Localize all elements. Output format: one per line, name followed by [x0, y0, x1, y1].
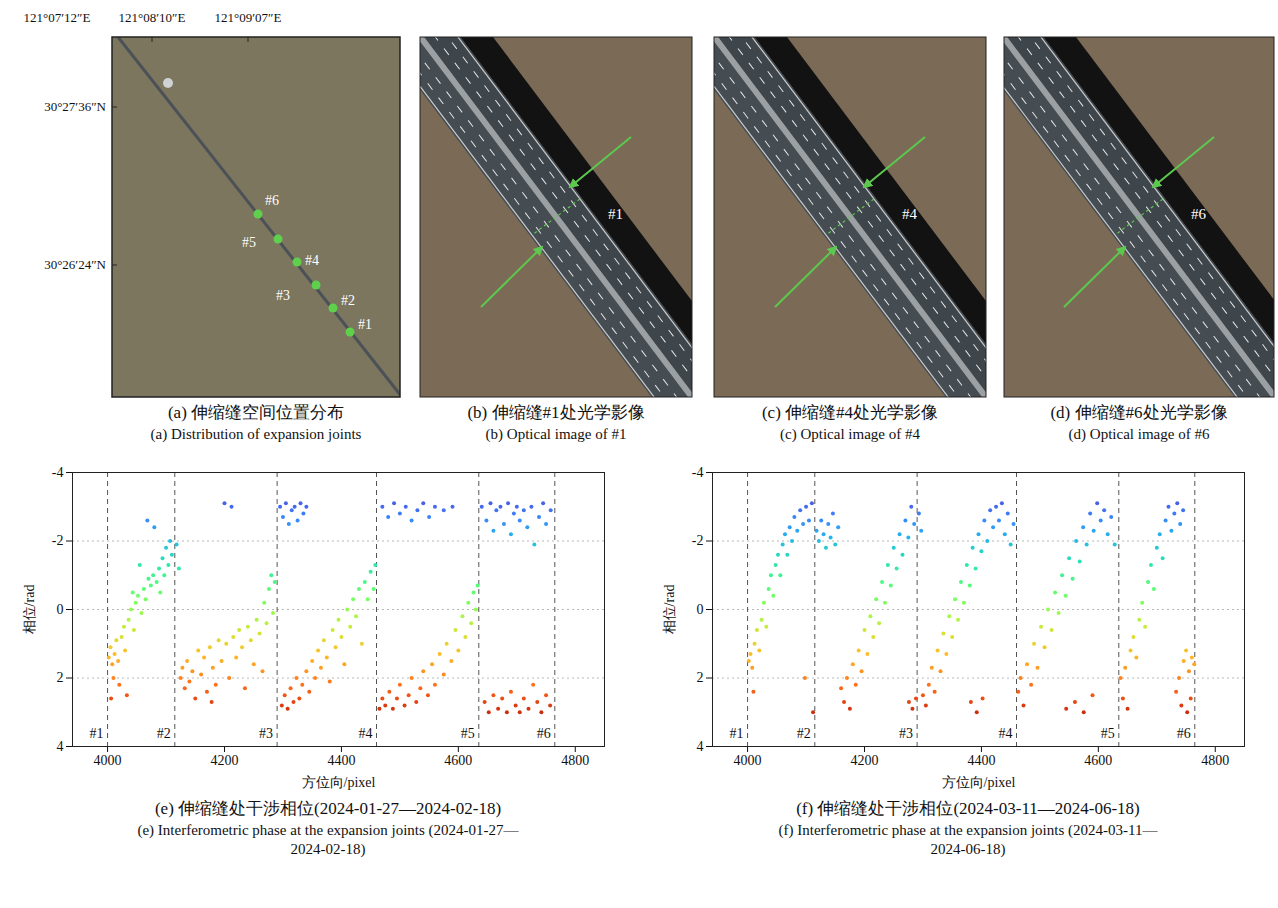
svg-text:121°08′10″E: 121°08′10″E	[119, 10, 186, 25]
svg-text:#1: #1	[608, 206, 623, 222]
svg-text:#2: #2	[341, 293, 355, 308]
html-text:(f) 伸缩缝处干涉相位(2024-03-11—2024-0: (f) 伸缩缝处干涉相位(2024-03-11—2024-06-18)	[796, 799, 1140, 818]
svg-text:4000: 4000	[94, 753, 122, 768]
svg-text:#4: #4	[902, 206, 918, 222]
svg-text:4800: 4800	[561, 753, 589, 768]
svg-text:-2: -2	[52, 533, 64, 548]
html-text:(c) 伸缩缝#4处光学影像: (c) 伸缩缝#4处光学影像	[761, 403, 939, 422]
svg-text:#1: #1	[730, 726, 744, 741]
svg-text:#3: #3	[276, 288, 290, 303]
svg-text:方位向/pixel: 方位向/pixel	[302, 775, 376, 790]
svg-text:#5: #5	[242, 235, 256, 250]
svg-text:#6: #6	[1191, 206, 1207, 222]
html-text:(d) 伸缩缝#6处光学影像: (d) 伸缩缝#6处光学影像	[1050, 403, 1228, 422]
html-text:(d) Optical image of #6: (d) Optical image of #6	[1068, 426, 1210, 443]
svg-text:4: 4	[57, 739, 64, 754]
svg-text:#4: #4	[305, 253, 319, 268]
svg-text:#6: #6	[1177, 726, 1191, 741]
html-text:(f) Interferometric phase at t: (f) Interferometric phase at the expansi…	[778, 822, 1158, 857]
svg-text:2: 2	[697, 670, 704, 685]
svg-text:4200: 4200	[211, 753, 239, 768]
svg-text:4: 4	[697, 739, 704, 754]
svg-text:#3: #3	[899, 726, 913, 741]
svg-text:-2: -2	[692, 533, 704, 548]
svg-text:#6: #6	[265, 193, 279, 208]
svg-text:4800: 4800	[1201, 753, 1229, 768]
svg-text:4200: 4200	[851, 753, 879, 768]
html-text:(c) Optical image of #4: (c) Optical image of #4	[780, 426, 920, 443]
svg-text:#4: #4	[999, 726, 1013, 741]
svg-text:#5: #5	[461, 726, 475, 741]
html-text:(b) Optical image of #1: (b) Optical image of #1	[485, 426, 627, 443]
svg-text:4600: 4600	[1084, 753, 1112, 768]
svg-text:30°27′36″N: 30°27′36″N	[44, 99, 106, 114]
svg-text:#1: #1	[358, 317, 372, 332]
svg-text:#1: #1	[90, 726, 104, 741]
html-text:(a) 伸缩缝空间位置分布: (a) 伸缩缝空间位置分布	[167, 403, 345, 422]
svg-text:0: 0	[697, 602, 704, 617]
svg-text:相位/rad: 相位/rad	[22, 585, 37, 635]
svg-text:4400: 4400	[327, 753, 355, 768]
svg-text:2: 2	[57, 670, 64, 685]
svg-text:30°26′24″N: 30°26′24″N	[44, 257, 106, 272]
html-text:(a) Distribution of expansion: (a) Distribution of expansion joints	[150, 426, 362, 443]
svg-text:-4: -4	[692, 465, 704, 480]
svg-text:方位向/pixel: 方位向/pixel	[942, 775, 1016, 790]
html-text:(b) 伸缩缝#1处光学影像: (b) 伸缩缝#1处光学影像	[467, 403, 645, 422]
svg-text:#4: #4	[359, 726, 373, 741]
svg-text:-4: -4	[52, 465, 64, 480]
html-text:(e) Interferometric phase at t: (e) Interferometric phase at the expansi…	[137, 822, 519, 857]
svg-text:#2: #2	[797, 726, 811, 741]
svg-text:#2: #2	[157, 726, 171, 741]
svg-text:#5: #5	[1101, 726, 1115, 741]
svg-text:121°09′07″E: 121°09′07″E	[215, 10, 282, 25]
svg-text:#3: #3	[259, 726, 273, 741]
svg-text:4600: 4600	[444, 753, 472, 768]
svg-text:4400: 4400	[967, 753, 995, 768]
html-text:(e) 伸缩缝处干涉相位(2024-01-27—2024-0: (e) 伸缩缝处干涉相位(2024-01-27—2024-02-18)	[155, 799, 501, 818]
svg-text:0: 0	[57, 602, 64, 617]
svg-text:121°07′12″E: 121°07′12″E	[24, 10, 91, 25]
svg-text:#6: #6	[537, 726, 551, 741]
svg-text:相位/rad: 相位/rad	[662, 585, 677, 635]
svg-text:4000: 4000	[734, 753, 762, 768]
